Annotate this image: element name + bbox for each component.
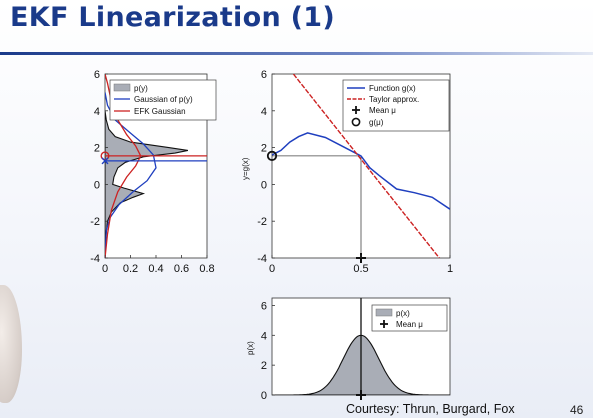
- title-underline: [0, 52, 593, 55]
- right-plot-gx: Function g(x) Taylor approx. Mean μ g(μ)…: [241, 69, 453, 275]
- bottom-ytick-label-1: 2: [261, 360, 267, 372]
- left-mean-circle-marker: [100, 151, 110, 161]
- legend-label-px: p(x): [396, 309, 410, 318]
- left-ytick-label-1: -2: [90, 216, 100, 228]
- legend-label-gaussian: Gaussian of p(y): [134, 95, 193, 104]
- bottom-legend: p(x) Mean μ: [371, 304, 448, 332]
- right-function-gx-curve: [272, 132, 450, 210]
- left-ytick-label-2: 0: [94, 179, 100, 191]
- courtesy-footer: Courtesy: Thrun, Burgard, Fox: [346, 402, 515, 416]
- left-xtick-label-3: 0.6: [174, 263, 189, 275]
- bottom-y-axis-label: p(x): [246, 341, 255, 355]
- left-xtick-label-2: 0.4: [148, 263, 163, 275]
- right-xtick-label-0: 0: [269, 263, 275, 275]
- right-ytick-label-4: 4: [261, 106, 267, 118]
- bottom-ytick-label-3: 6: [261, 300, 267, 312]
- left-ytick-label-0: -4: [90, 253, 100, 265]
- left-xtick-label-0: 0: [102, 263, 108, 275]
- legend-swatch-px: [375, 308, 393, 317]
- left-mean-x-marker: [101, 157, 109, 165]
- right-taylor-line: [292, 74, 440, 258]
- legend-label-mean: Mean μ: [369, 106, 396, 115]
- right-ytick-label-3: 2: [261, 143, 267, 155]
- bottom-mean-plus-marker: [356, 390, 366, 400]
- slide-title: EKF Linearization (1): [10, 2, 336, 33]
- left-x-axis: 0 0.2 0.4 0.6 0.8: [102, 255, 215, 275]
- legend-swatch-gmu: [351, 117, 361, 127]
- legend-label-bottom-mean: Mean μ: [396, 320, 423, 329]
- legend-label-gmu: g(μ): [369, 118, 384, 127]
- bottom-y-axis: 0 2 4 6: [261, 300, 275, 402]
- left-plot-py: p(y) Gaussian of p(y) EFK Gaussian 0 0.2 0…: [90, 69, 217, 275]
- right-ytick-label-0: -4: [257, 253, 267, 265]
- left-ytick-label-4: 4: [94, 106, 100, 118]
- left-py-area: [105, 110, 189, 258]
- right-xtick-label-2: 1: [447, 263, 453, 275]
- left-ytick-label-3: 2: [94, 143, 100, 155]
- right-y-axis: -4 -2 0 2 4 6: [257, 69, 275, 265]
- page-number: 46: [570, 403, 584, 417]
- legend-swatch-mean: [352, 106, 360, 114]
- left-xtick-label-4: 0.8: [199, 263, 214, 275]
- right-ytick-label-5: 6: [261, 69, 267, 81]
- legend-label-py: p(y): [134, 84, 148, 93]
- legend-label-efk: EFK Gaussian: [134, 107, 186, 116]
- right-y-axis-label: y=g(x): [241, 157, 250, 180]
- bottom-ytick-label-2: 4: [261, 330, 267, 342]
- legend-label-taylor: Taylor approx.: [369, 95, 419, 104]
- presenter-hand: [0, 285, 22, 403]
- right-g-mu-marker: [266, 150, 278, 161]
- left-xtick-label-1: 0.2: [123, 263, 138, 275]
- right-legend: Function g(x) Taylor approx. Mean μ g(μ): [342, 79, 450, 132]
- left-legend: p(y) Gaussian of p(y) EFK Gaussian: [109, 79, 217, 121]
- legend-swatch-py: [113, 83, 131, 92]
- legend-swatch-bottom-mean: [380, 320, 388, 328]
- left-y-axis: -4 -2 0 2 4 6: [90, 69, 108, 265]
- left-ytick-label-5: 6: [94, 69, 100, 81]
- right-ytick-label-2: 0: [261, 179, 267, 191]
- right-x-axis: 0 0.5 1: [269, 255, 453, 275]
- right-ytick-label-1: -2: [257, 216, 267, 228]
- right-xtick-label-1: 0.5: [353, 263, 368, 275]
- bottom-plot-px: p(x) Mean μ p(x) 0 2 4 6: [246, 297, 451, 402]
- bottom-ytick-label-0: 0: [261, 390, 267, 402]
- legend-label-function: Function g(x): [369, 84, 416, 93]
